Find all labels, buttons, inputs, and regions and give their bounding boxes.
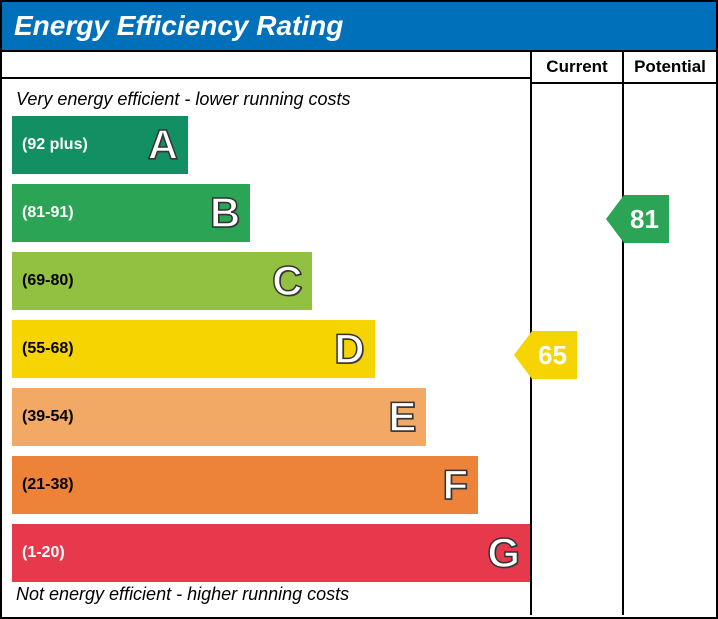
caption-bottom: Not energy efficient - higher running co…	[12, 582, 530, 607]
band-letter: G	[487, 529, 520, 577]
potential-body: 81	[624, 84, 716, 615]
band-letter: D	[334, 325, 364, 373]
current-tag: 65	[514, 331, 577, 379]
band-a: (92 plus) A	[12, 116, 188, 174]
epc-chart: Energy Efficiency Rating Very energy eff…	[0, 0, 718, 619]
band-range: (1-20)	[12, 544, 65, 562]
band-letter: A	[148, 121, 178, 169]
arrow-point-icon	[606, 195, 624, 243]
current-body: 65	[532, 84, 622, 615]
band-range: (81-91)	[12, 204, 74, 222]
band-range: (39-54)	[12, 408, 74, 426]
band-g: (1-20) G	[12, 524, 530, 582]
arrow-point-icon	[514, 331, 532, 379]
potential-column: Potential 81	[624, 52, 716, 615]
band-d: (55-68) D	[12, 320, 375, 378]
band-e: (39-54) E	[12, 388, 426, 446]
band-list: (92 plus) A (81-91) B (69-80) C (55-68) D (39-54…	[12, 112, 530, 582]
potential-value: 81	[624, 195, 669, 243]
band-f: (21-38) F	[12, 456, 478, 514]
caption-top: Very energy efficient - lower running co…	[12, 87, 530, 112]
current-value: 65	[532, 331, 577, 379]
band-letter: E	[388, 393, 416, 441]
current-header: Current	[532, 52, 622, 84]
band-c: (69-80) C	[12, 252, 312, 310]
bands-area: Very energy efficient - lower running co…	[2, 52, 532, 615]
chart-title: Energy Efficiency Rating	[2, 2, 716, 50]
band-range: (69-80)	[12, 272, 74, 290]
band-range: (21-38)	[12, 476, 74, 494]
potential-header: Potential	[624, 52, 716, 84]
chart-grid: Very energy efficient - lower running co…	[2, 50, 716, 615]
band-letter: F	[443, 461, 469, 509]
potential-tag: 81	[606, 195, 669, 243]
band-range: (55-68)	[12, 340, 74, 358]
band-letter: B	[210, 189, 240, 237]
band-range: (92 plus)	[12, 136, 88, 154]
band-b: (81-91) B	[12, 184, 250, 242]
current-column: Current 65	[532, 52, 624, 615]
band-letter: C	[272, 257, 302, 305]
header-spacer	[2, 52, 530, 79]
